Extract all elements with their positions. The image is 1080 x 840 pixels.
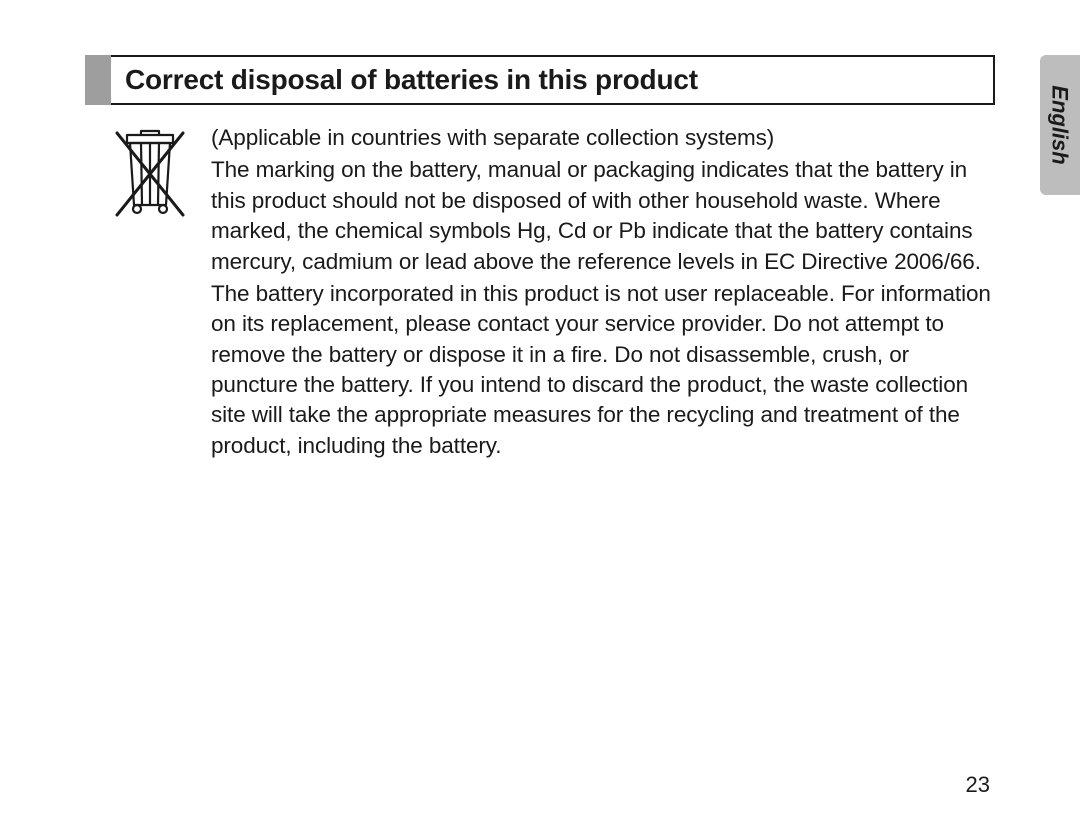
language-label: English <box>1047 85 1073 164</box>
applicability-note: (Applicable in countries with separate c… <box>211 123 995 153</box>
body-paragraph-1: The marking on the battery, manual or pa… <box>211 155 995 277</box>
body-paragraph-2: The battery incorporated in this product… <box>211 279 995 461</box>
section-heading-row: Correct disposal of batteries in this pr… <box>85 55 995 105</box>
content-row: (Applicable in countries with separate c… <box>85 123 995 463</box>
heading-accent-bar <box>85 55 111 105</box>
body-text-column: (Applicable in countries with separate c… <box>211 123 995 463</box>
manual-page: Correct disposal of batteries in this pr… <box>85 55 995 463</box>
weee-crossed-bin-icon <box>111 129 189 227</box>
language-tab: English <box>1040 55 1080 195</box>
section-heading: Correct disposal of batteries in this pr… <box>125 64 698 96</box>
heading-box: Correct disposal of batteries in this pr… <box>111 55 995 105</box>
icon-column <box>111 123 211 232</box>
page-number: 23 <box>966 772 990 798</box>
